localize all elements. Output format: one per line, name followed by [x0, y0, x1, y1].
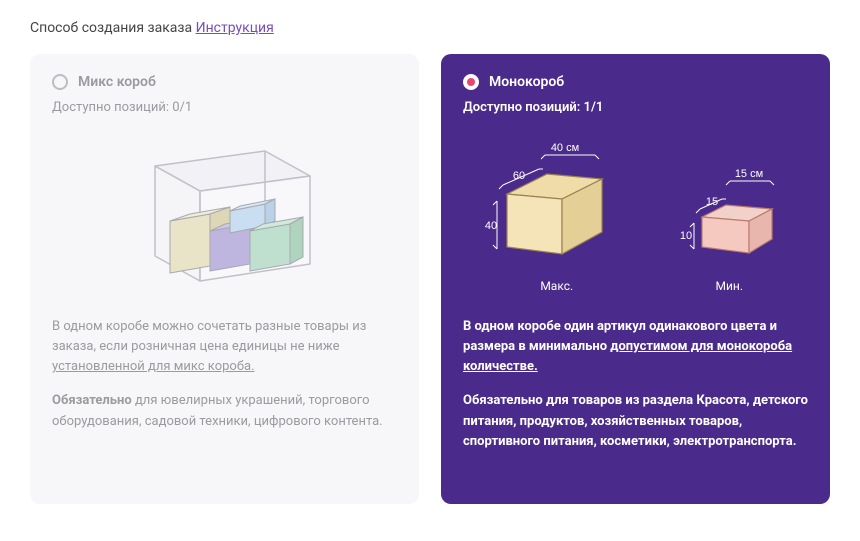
instructions-link[interactable]: Инструкция [196, 20, 274, 36]
card-mix[interactable]: Микс короб Доступно позиций: 0/1 [30, 54, 419, 504]
min-top-label: 15 см [735, 168, 763, 180]
mono-heading: Монокороб [463, 74, 808, 90]
mix-illustration [52, 131, 397, 301]
mix-heading: Микс короб [52, 74, 397, 90]
mono-illustration: 40 см 60 40 [463, 131, 808, 301]
min-height-label: 10 [680, 230, 692, 242]
page-title-row: Способ создания заказа Инструкция [30, 20, 830, 36]
mono-positions: Доступно позиций: 1/1 [463, 100, 808, 115]
card-mono[interactable]: Монокороб Доступно позиций: 1/1 40 см 60… [441, 54, 830, 504]
mono-description: В одном коробе один артикул одинакового … [463, 317, 808, 452]
cards-container: Микс короб Доступно позиций: 0/1 [30, 54, 830, 504]
max-label: Макс. [540, 279, 573, 293]
mix-desc2-bold: Обязательно [52, 393, 132, 408]
mix-positions: Доступно позиций: 0/1 [52, 100, 397, 115]
mono-desc2-bold: Обязательно [463, 393, 543, 408]
radio-off-icon[interactable] [52, 74, 68, 90]
max-top-label: 40 см [551, 142, 579, 154]
min-label: Мин. [716, 279, 744, 293]
mix-desc1-text: В одном коробе можно сочетать разные тов… [52, 319, 366, 354]
page-title: Способ создания заказа [30, 20, 192, 36]
max-box: 40 см 60 40 [477, 139, 637, 293]
mix-desc1-link[interactable]: установленной для микс короба. [52, 359, 255, 374]
radio-on-icon[interactable] [463, 74, 479, 90]
min-box: 15 см 15 10 [664, 159, 794, 293]
mix-title: Микс короб [78, 74, 156, 90]
mono-title: Монокороб [489, 74, 564, 90]
mix-description: В одном коробе можно сочетать разные тов… [52, 317, 397, 432]
max-height-label: 40 [485, 220, 497, 232]
